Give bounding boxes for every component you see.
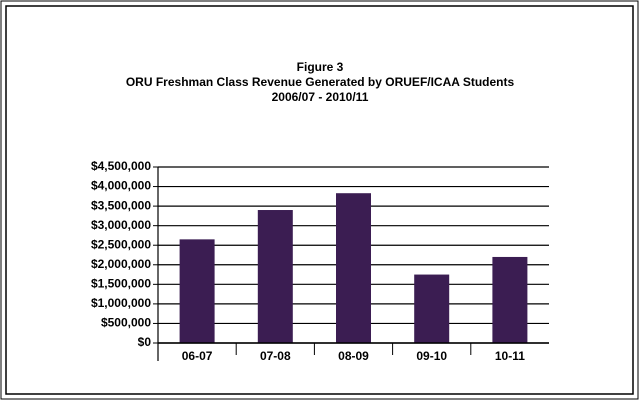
y-tick-label: $1,500,000 <box>91 277 151 291</box>
chart-title: Figure 3 <box>297 60 344 74</box>
y-tick-label: $0 <box>138 335 152 349</box>
y-tick-label: $4,500,000 <box>91 159 151 173</box>
inner-frame <box>5 5 634 395</box>
x-tick-label: 08-09 <box>338 349 369 363</box>
y-tick-label: $1,000,000 <box>91 296 151 310</box>
y-tick-label: $3,500,000 <box>91 198 151 212</box>
y-tick-label: $4,000,000 <box>91 179 151 193</box>
chart-title: 2006/07 - 2010/11 <box>272 90 369 104</box>
y-tick-label: $500,000 <box>101 316 151 330</box>
bar <box>336 193 371 343</box>
x-tick-label: 06-07 <box>182 349 213 363</box>
bar <box>257 210 293 343</box>
bar <box>179 239 215 343</box>
bar <box>492 256 528 343</box>
y-tick-label: $2,500,000 <box>91 237 151 251</box>
chart-title: ORU Freshman Class Revenue Generated by … <box>126 75 515 89</box>
y-tick-label: $3,000,000 <box>91 218 151 232</box>
x-tick-label: 09-10 <box>416 349 447 363</box>
y-tick-label: $2,000,000 <box>91 257 151 271</box>
x-tick-label: 10-11 <box>495 349 525 363</box>
bar <box>414 274 450 343</box>
x-tick-label: 07-08 <box>260 349 291 363</box>
